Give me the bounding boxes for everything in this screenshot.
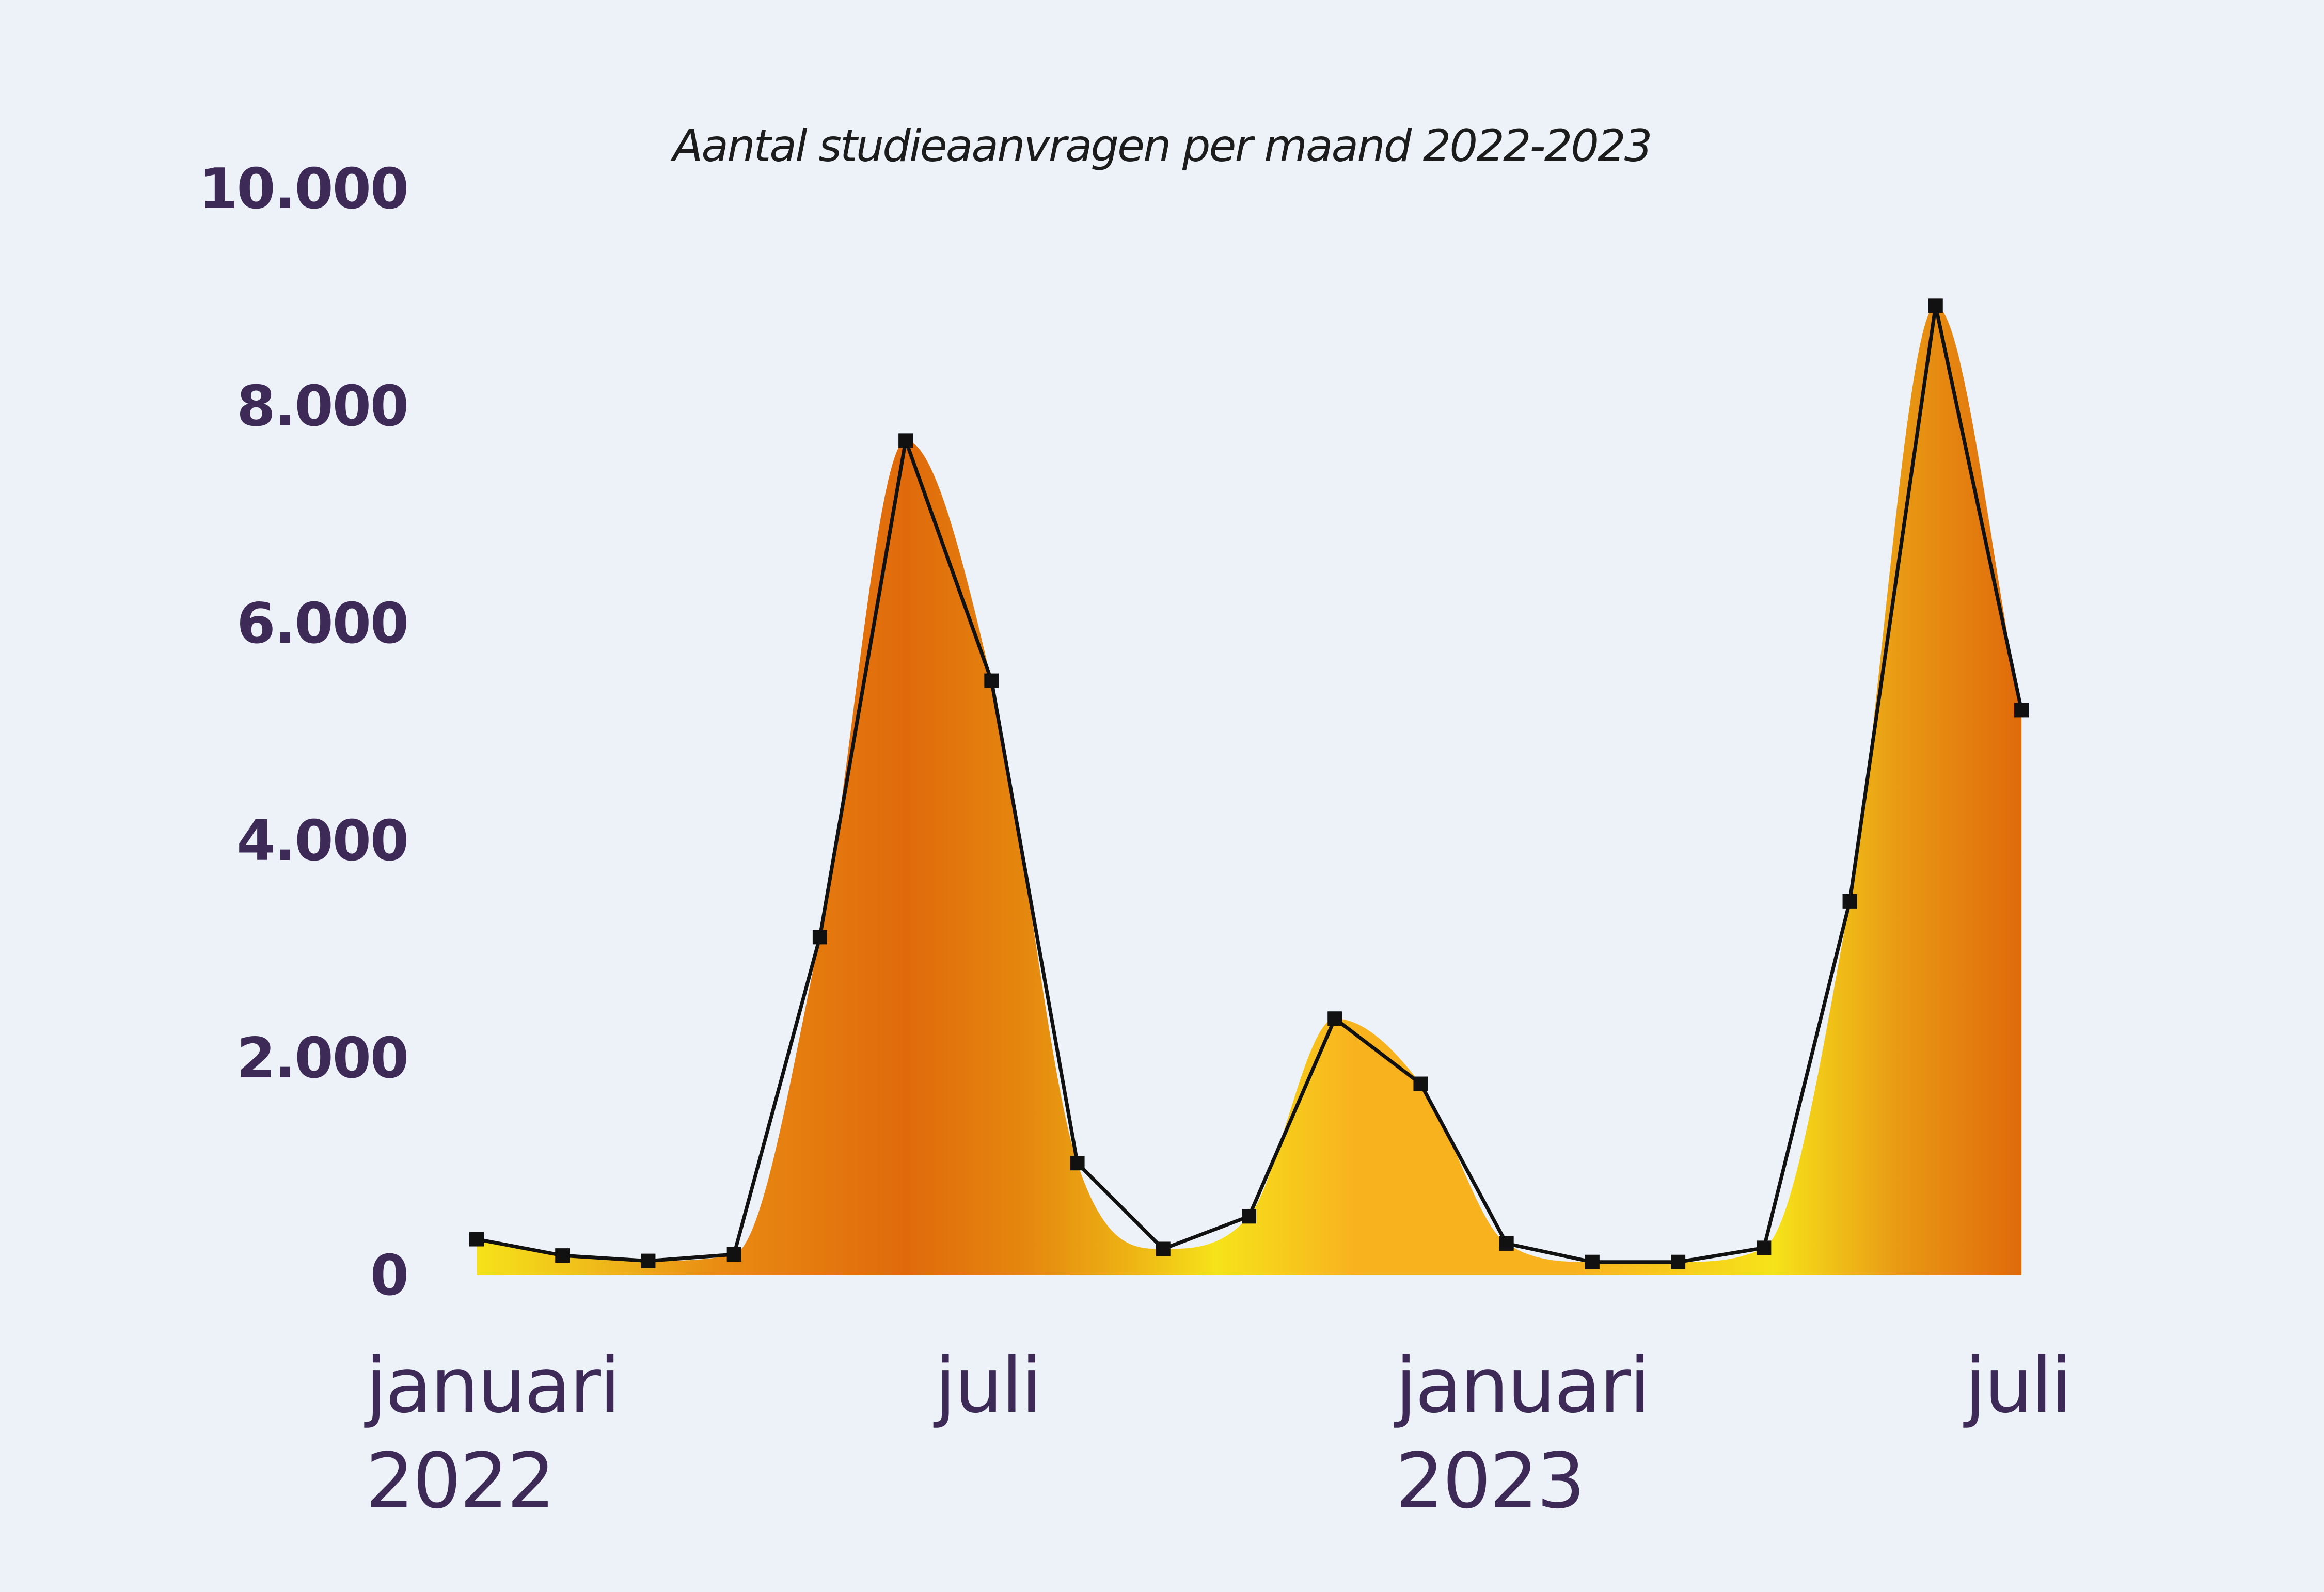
x-tick-label: januari — [1394, 1341, 1649, 1430]
data-point-2022-10 — [1242, 1209, 1256, 1224]
data-point-2022-07 — [984, 673, 999, 688]
data-point-2022-08 — [1070, 1156, 1085, 1171]
data-point-2022-05 — [812, 930, 827, 945]
data-point-2022-03 — [641, 1253, 656, 1268]
line-layer — [476, 304, 2023, 1264]
data-point-2022-06 — [898, 433, 913, 448]
data-point-2022-12 — [1413, 1076, 1428, 1091]
area-layer — [477, 306, 2021, 1275]
y-tick-label: 4.000 — [236, 809, 408, 873]
y-tick-label: 6.000 — [236, 592, 408, 656]
marker-layer — [469, 298, 2029, 1269]
series-line — [476, 304, 2023, 1264]
data-point-2023-02 — [1585, 1254, 1600, 1269]
data-point-2023-01 — [1499, 1236, 1514, 1251]
x-tick-year-label: 2022 — [366, 1437, 554, 1525]
data-point-2023-07 — [2014, 703, 2029, 718]
y-tick-label: 0 — [370, 1244, 408, 1308]
data-point-2022-04 — [726, 1247, 741, 1262]
data-point-2023-03 — [1671, 1254, 1686, 1269]
chart-title: Aantal studieaanvragen per maand 2022-20… — [670, 120, 1651, 172]
x-tick-label: januari — [364, 1341, 619, 1430]
data-point-2023-05 — [1842, 894, 1857, 909]
y-tick-label: 8.000 — [236, 374, 408, 439]
data-point-2022-09 — [1156, 1241, 1171, 1256]
data-point-2023-06 — [1928, 298, 1943, 313]
y-axis: 0 2.000 4.000 6.000 8.000 10.000 — [199, 157, 409, 1308]
y-tick-label: 2.000 — [236, 1026, 408, 1091]
area-fill — [477, 306, 2021, 1275]
data-point-2022-11 — [1327, 1011, 1342, 1026]
data-point-2022-01 — [469, 1232, 484, 1247]
data-point-2023-04 — [1757, 1240, 1772, 1255]
y-tick-label: 10.000 — [199, 157, 408, 221]
x-tick-label: juli — [1963, 1341, 2070, 1430]
x-tick-label: juli — [933, 1341, 1040, 1430]
data-point-2022-02 — [555, 1248, 570, 1263]
x-tick-year-label: 2023 — [1396, 1437, 1584, 1525]
